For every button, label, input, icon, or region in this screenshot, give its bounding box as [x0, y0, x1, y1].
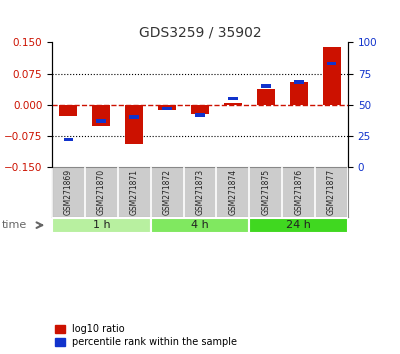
Bar	[261, 84, 271, 88]
Title: GDS3259 / 35902: GDS3259 / 35902	[139, 26, 261, 40]
Bar	[257, 89, 275, 105]
Text: time: time	[2, 220, 27, 230]
Bar	[195, 113, 205, 116]
Bar	[129, 115, 139, 119]
Bar	[151, 217, 249, 233]
Text: GSM271870: GSM271870	[97, 169, 106, 215]
Bar	[322, 47, 340, 105]
Bar	[158, 105, 176, 110]
Bar	[224, 103, 242, 105]
Bar	[294, 80, 304, 84]
Bar	[59, 105, 78, 116]
Text: GSM271871: GSM271871	[130, 169, 139, 215]
Bar	[125, 105, 143, 144]
Text: GSM271875: GSM271875	[261, 169, 270, 215]
Text: 4 h: 4 h	[191, 220, 209, 230]
Bar	[52, 217, 151, 233]
Bar	[249, 217, 348, 233]
Text: GSM271874: GSM271874	[228, 169, 237, 215]
Legend: log10 ratio, percentile rank within the sample: log10 ratio, percentile rank within the …	[53, 322, 239, 349]
Bar	[92, 105, 110, 126]
Text: GSM271877: GSM271877	[327, 169, 336, 215]
Bar	[162, 107, 172, 110]
Text: 24 h: 24 h	[286, 220, 311, 230]
Bar	[96, 119, 106, 123]
Bar	[290, 82, 308, 105]
Text: 1 h: 1 h	[92, 220, 110, 230]
Text: GSM271869: GSM271869	[64, 169, 73, 215]
Bar	[64, 138, 73, 141]
Bar	[228, 97, 238, 100]
Bar	[327, 62, 336, 65]
Bar	[191, 105, 209, 114]
Text: GSM271876: GSM271876	[294, 169, 303, 215]
Text: GSM271873: GSM271873	[196, 169, 204, 215]
Text: GSM271872: GSM271872	[163, 169, 172, 215]
